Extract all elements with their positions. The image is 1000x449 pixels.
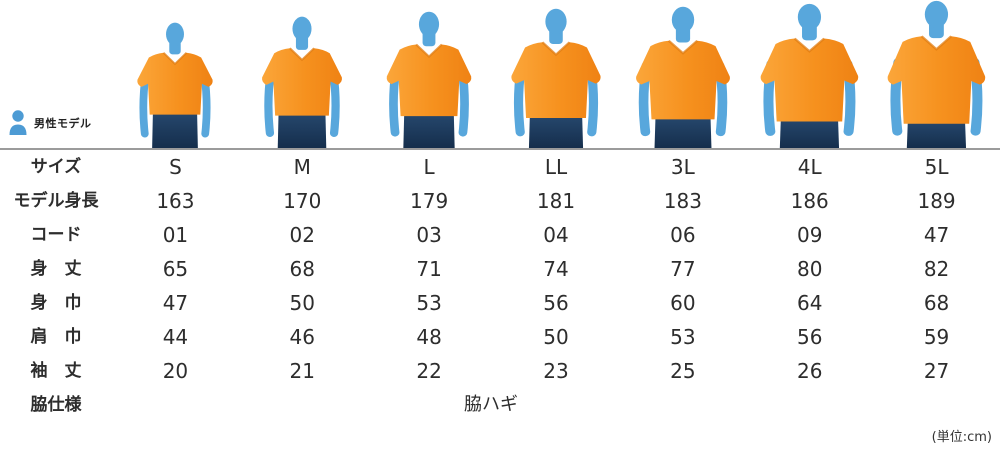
cell-size-LL: LL [544, 155, 568, 179]
unit-note: (単位:cm) [931, 430, 992, 445]
cell-model-height-S: 163 [156, 189, 195, 213]
cell-code-5L: 47 [923, 223, 950, 247]
cell-body-width-S: 47 [162, 291, 189, 315]
model-slot-4L [746, 0, 873, 148]
cell-size-M: M [293, 155, 311, 179]
male-model-badge: 男性モデル [8, 109, 92, 136]
cell-body-width-4L: 64 [796, 291, 823, 315]
cell-model-height-3L: 183 [663, 189, 702, 213]
cell-size-5L: 5L [924, 155, 949, 179]
row-label-body-width: 身 巾 [30, 292, 82, 313]
model-figure-M [262, 16, 343, 148]
cell-side-spec-merged: 脇ハギ [463, 394, 518, 415]
row-label-shoulder-width: 肩 巾 [30, 326, 82, 347]
cell-body-length-5L: 82 [923, 257, 950, 281]
model-figure-LL [511, 8, 601, 148]
cell-sleeve-length-5L: 27 [923, 359, 950, 383]
cell-size-3L: 3L [670, 155, 695, 179]
cell-size-S: S [169, 155, 182, 179]
cell-body-length-M: 68 [289, 257, 315, 281]
model-slot-5L [873, 0, 1000, 148]
model-figure-S [137, 22, 214, 148]
cell-model-height-M: 170 [283, 189, 322, 213]
cell-size-4L: 4L [797, 155, 822, 179]
cell-model-height-L: 179 [410, 189, 449, 213]
cell-code-4L: 09 [796, 223, 823, 247]
cell-model-height-LL: 181 [536, 189, 576, 213]
row-label-body-length: 身 丈 [30, 258, 82, 279]
model-figure-L [386, 11, 472, 148]
cell-sleeve-length-3L: 25 [670, 359, 696, 383]
cell-shoulder-width-4L: 56 [796, 325, 823, 349]
cell-body-length-S: 65 [162, 257, 189, 281]
cell-model-height-5L: 189 [917, 189, 956, 213]
model-slot-LL [493, 0, 620, 148]
cell-shoulder-width-L: 48 [416, 325, 442, 349]
cell-shoulder-width-3L: 53 [670, 325, 696, 349]
cell-body-width-L: 53 [416, 291, 442, 315]
row-label-side-spec: 脇仕様 [30, 394, 82, 415]
cell-body-width-LL: 56 [543, 291, 569, 315]
model-slot-S [112, 0, 239, 148]
model-figure-3L [635, 6, 730, 148]
cell-code-M: 02 [289, 223, 315, 247]
model-slot-L [366, 0, 493, 148]
cell-body-length-LL: 74 [543, 257, 569, 281]
male-model-label: 男性モデル [34, 116, 92, 130]
size-table: サイズ S M L LL 3L 4L 5L モデル身長 163 170 179 181 183 186 189… [0, 150, 1000, 422]
cell-shoulder-width-S: 44 [162, 325, 189, 349]
cell-body-length-3L: 77 [670, 257, 696, 281]
row-label-model-height: モデル身長 [13, 190, 99, 211]
cell-sleeve-length-L: 22 [416, 359, 442, 383]
row-label-sleeve-length: 袖 丈 [30, 360, 82, 381]
unit-strip: (単位:cm) [0, 422, 1000, 449]
model-figure-5L [887, 0, 986, 148]
model-slot-M [239, 0, 366, 148]
cell-body-width-3L: 60 [670, 291, 696, 315]
model-slot-3L [619, 0, 746, 148]
cell-body-length-4L: 80 [796, 257, 823, 281]
cell-code-LL: 04 [543, 223, 569, 247]
cell-shoulder-width-5L: 59 [923, 325, 950, 349]
cell-sleeve-length-S: 20 [162, 359, 189, 383]
cell-shoulder-width-LL: 50 [543, 325, 569, 349]
model-figure-4L [760, 3, 859, 148]
model-figures-row [112, 0, 1000, 148]
cell-model-height-4L: 186 [790, 189, 829, 213]
row-label-size: サイズ [30, 156, 82, 177]
cell-sleeve-length-M: 21 [289, 359, 315, 383]
cell-body-width-M: 50 [289, 291, 315, 315]
cell-code-3L: 06 [670, 223, 696, 247]
cell-sleeve-length-4L: 26 [796, 359, 823, 383]
cell-body-width-5L: 68 [923, 291, 950, 315]
cell-sleeve-length-LL: 23 [543, 359, 569, 383]
model-photo-banner: 男性モデル [0, 0, 1000, 150]
cell-size-L: L [423, 155, 435, 179]
cell-code-L: 03 [416, 223, 442, 247]
row-label-code: コード [30, 224, 82, 245]
cell-code-S: 01 [162, 223, 189, 247]
cell-shoulder-width-M: 46 [289, 325, 315, 349]
person-icon [9, 110, 27, 135]
cell-body-length-L: 71 [416, 257, 442, 281]
